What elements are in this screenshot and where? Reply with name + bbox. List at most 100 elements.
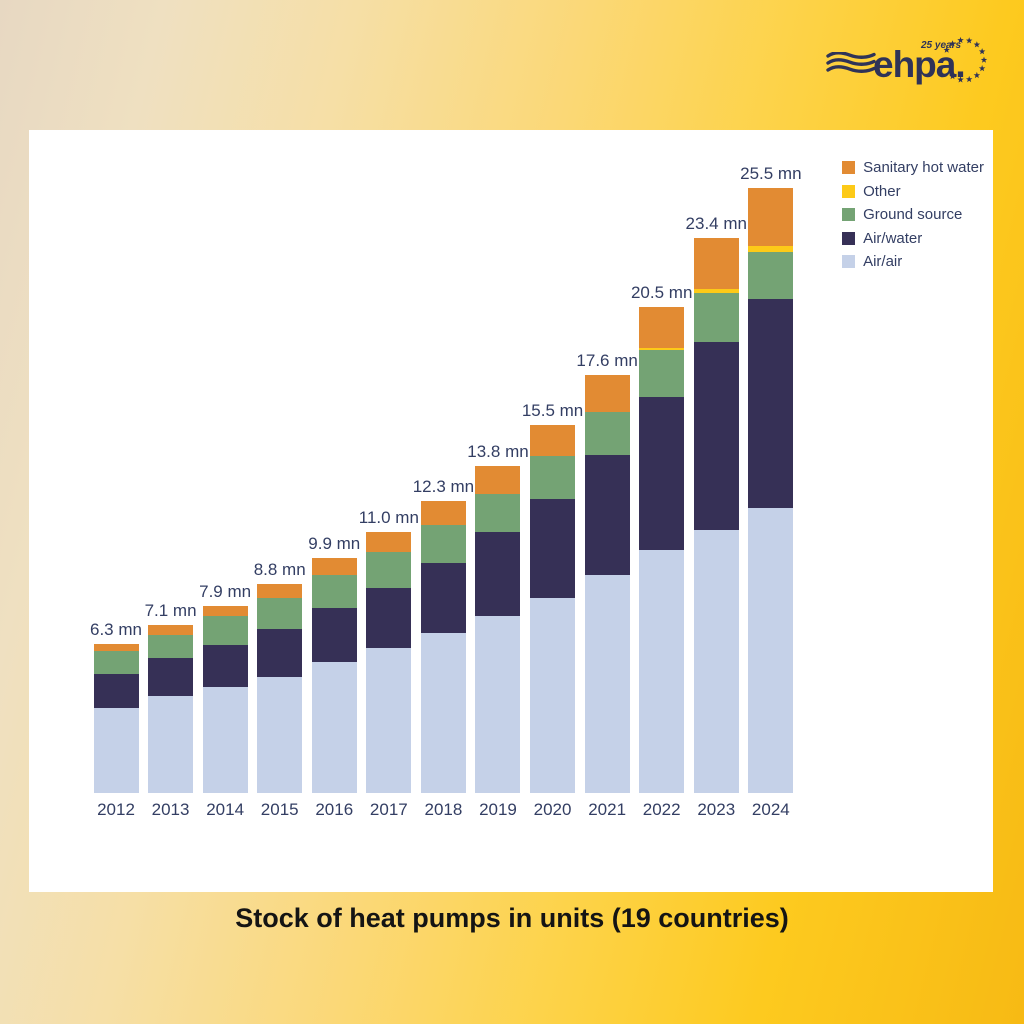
bar-segment-ground-source-2015	[257, 598, 303, 630]
ehpa-wordmark: ehpa.	[873, 44, 966, 85]
bar-segment-sanitary-hot-water-2019	[475, 465, 521, 494]
x-axis-label-2014: 2014	[206, 800, 245, 819]
bar-segment-sanitary-hot-water-2013	[148, 624, 194, 636]
bar-segment-air-water-2014	[202, 644, 248, 688]
bar-segment-sanitary-hot-water-2014	[202, 605, 248, 617]
bar-segment-air-water-2016	[311, 607, 357, 663]
bar-total-label-2013: 7.1 mn	[144, 600, 197, 620]
x-axis-label-2015: 2015	[260, 800, 299, 819]
bar-segment-air-air-2024	[748, 508, 794, 793]
legend-item-other: Other	[842, 180, 984, 204]
x-axis-label-2012: 2012	[97, 800, 135, 819]
bar-segment-air-air-2017	[366, 648, 412, 793]
bar-segment-sanitary-hot-water-2022	[639, 306, 685, 349]
bar-segment-air-air-2016	[311, 662, 357, 793]
legend-swatch-sanitary-hot-water	[842, 161, 856, 175]
bar-segment-ground-source-2023	[693, 293, 739, 343]
bar-segment-ground-source-2016	[311, 574, 357, 608]
bar-segment-sanitary-hot-water-2016	[311, 558, 357, 575]
legend-swatch-air-air	[842, 255, 856, 269]
bar-total-label-2024: 25.5 mn	[740, 163, 802, 183]
waves-icon	[826, 52, 876, 73]
bar-total-label-2012: 6.3 mn	[90, 619, 142, 639]
anniversary-label: 25 years	[921, 40, 962, 51]
bar-segment-ground-source-2022	[639, 350, 685, 397]
legend-label-air-water: Air/water	[863, 229, 923, 247]
bar-segment-air-air-2020	[530, 598, 576, 793]
bar-segment-air-air-2018	[420, 632, 466, 793]
legend-item-sanitary-hot-water: Sanitary hot water	[842, 156, 984, 180]
stacked-bar-chart: 6.3 mn 2012 7.1 mn 2013 7.9 mn 2014 8.8 mn 2015…	[29, 130, 993, 892]
bar-segment-air-water-2019	[475, 531, 521, 617]
bar-segment-ground-source-2019	[475, 494, 521, 532]
bar-segment-air-water-2022	[639, 396, 685, 550]
bar-segment-sanitary-hot-water-2017	[366, 531, 412, 553]
bar-segment-ground-source-2020	[530, 456, 576, 499]
legend-swatch-ground-source	[842, 208, 856, 222]
x-axis-label-2023: 2023	[697, 800, 736, 819]
bar-segment-sanitary-hot-water-2020	[530, 425, 576, 457]
bar-segment-air-water-2012	[93, 674, 139, 708]
x-axis-label-2016: 2016	[315, 800, 354, 819]
bar-total-label-2021: 17.6 mn	[576, 351, 638, 371]
bar-total-label-2017: 11.0 mn	[358, 507, 419, 527]
bar-total-label-2023: 23.4 mn	[685, 213, 747, 233]
bar-segment-air-air-2013	[148, 695, 194, 793]
bar-segment-ground-source-2012	[93, 650, 139, 675]
chart-title: Stock of heat pumps in units (19 countri…	[235, 903, 789, 933]
x-axis-label-2019: 2019	[479, 800, 517, 819]
bar-segment-air-water-2024	[748, 299, 794, 509]
legend-label-ground-source: Ground source	[863, 206, 963, 224]
bar-segment-air-air-2023	[693, 529, 739, 793]
bar-segment-ground-source-2024	[748, 251, 794, 300]
bar-segment-sanitary-hot-water-2012	[93, 643, 139, 651]
bar-segment-ground-source-2013	[148, 635, 194, 658]
x-axis-label-2022: 2022	[642, 800, 681, 819]
chart-legend: Sanitary hot water Other Ground source Air/…	[842, 156, 984, 274]
x-axis-label-2021: 2021	[588, 800, 627, 819]
legend-label-sanitary-hot-water: Sanitary hot water	[863, 159, 984, 177]
bar-segment-ground-source-2018	[420, 524, 466, 563]
bar-segment-sanitary-hot-water-2018	[420, 501, 466, 525]
bar-segment-air-water-2020	[530, 498, 576, 599]
ehpa-logo: ehpa. 25 years	[818, 30, 998, 90]
x-axis-label-2013: 2013	[151, 800, 190, 819]
bar-total-label-2018: 12.3 mn	[412, 477, 475, 497]
bar-segment-sanitary-hot-water-2024	[748, 187, 794, 246]
bar-segment-ground-source-2017	[366, 552, 412, 588]
bar-segment-air-water-2013	[148, 657, 194, 696]
bar-total-label-2020: 15.5 mn	[521, 401, 584, 421]
bar-total-label-2014: 7.9 mn	[199, 581, 252, 601]
bar-segment-ground-source-2021	[584, 412, 630, 455]
bar-segment-other-2023	[693, 288, 739, 294]
bar-total-label-2022: 20.5 mn	[630, 282, 693, 302]
bar-segment-air-water-2017	[366, 587, 412, 649]
bar-segment-other-2022	[639, 348, 685, 351]
bar-segment-sanitary-hot-water-2021	[584, 375, 630, 413]
bar-segment-air-air-2019	[475, 616, 521, 793]
legend-item-air-air: Air/air	[842, 250, 984, 274]
x-axis-label-2020: 2020	[533, 800, 572, 819]
bar-segment-sanitary-hot-water-2023	[693, 237, 739, 289]
stars-ring-icon	[943, 36, 988, 83]
x-axis-label-2018: 2018	[424, 800, 463, 819]
bar-total-label-2016: 9.9 mn	[308, 534, 361, 554]
bar-segment-air-water-2018	[420, 562, 466, 633]
bar-segment-air-water-2015	[257, 629, 303, 677]
legend-label-other: Other	[863, 182, 901, 200]
x-axis-label-2017: 2017	[369, 800, 408, 819]
bar-segment-air-air-2014	[202, 687, 248, 793]
bar-segment-air-air-2015	[257, 676, 303, 793]
bar-segment-air-water-2021	[584, 454, 630, 575]
x-axis-label-2024: 2024	[751, 800, 790, 819]
legend-swatch-other	[842, 184, 856, 198]
legend-swatch-air-water	[842, 231, 856, 245]
bar-total-label-2019: 13.8 mn	[467, 441, 529, 461]
bar-segment-air-air-2021	[584, 574, 630, 793]
legend-label-air-air: Air/air	[863, 253, 903, 271]
legend-item-air-water: Air/water	[842, 227, 984, 251]
legend-item-ground-source: Ground source	[842, 203, 984, 227]
bar-segment-other-2024	[748, 246, 794, 252]
bar-segment-air-water-2023	[693, 342, 739, 530]
